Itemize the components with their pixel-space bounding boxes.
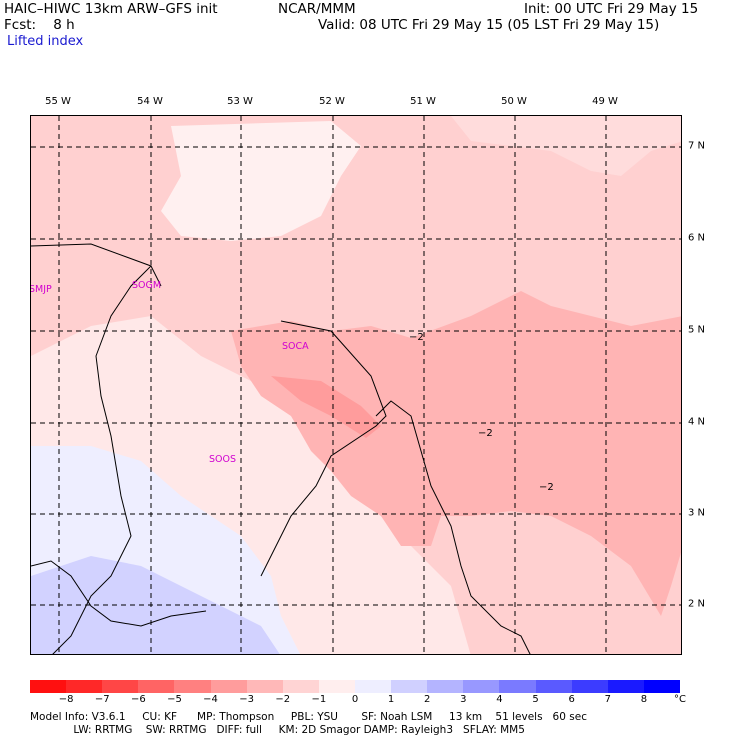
contour-label: −2 bbox=[478, 428, 493, 439]
colorbar-swatch bbox=[30, 680, 67, 693]
org-label: NCAR/MMM bbox=[278, 1, 356, 17]
colorbar-swatch bbox=[391, 680, 428, 693]
model-info-line2: LW: RRTMG SW: RRTMG DIFF: full KM: 2D Sm… bbox=[30, 724, 525, 736]
colorbar-tick-label: 0 bbox=[351, 694, 359, 705]
colorbar-tick-label: −6 bbox=[130, 694, 146, 705]
colorbar-swatch bbox=[535, 680, 573, 693]
colorbar-unit: °C bbox=[674, 694, 686, 705]
station-label: SOOS bbox=[209, 454, 237, 465]
lon-label: 53 W bbox=[227, 96, 253, 107]
station-label: SOCA bbox=[282, 341, 309, 352]
lon-label: 52 W bbox=[319, 96, 345, 107]
colorbar-tick-label: 3 bbox=[460, 694, 467, 705]
colorbar-tick-label: 4 bbox=[496, 694, 503, 705]
station-label: SOGM bbox=[132, 280, 162, 291]
field-light-ne bbox=[451, 116, 681, 176]
lon-label: 50 W bbox=[501, 96, 527, 107]
colorbar-swatch bbox=[210, 680, 248, 693]
lifted-index-map: −2 −2 −2 SMJP SOGM SOCA SOOS bbox=[30, 115, 682, 655]
field-negative-li bbox=[231, 291, 681, 616]
colorbar-tick-label: −1 bbox=[311, 694, 327, 705]
colorbar bbox=[30, 680, 681, 693]
colorbar-tick-label: 5 bbox=[532, 694, 539, 705]
colorbar-swatch bbox=[427, 680, 464, 693]
graticule bbox=[31, 116, 681, 654]
lat-label: 7 N bbox=[688, 140, 706, 152]
colorbar-tick-label: 1 bbox=[387, 694, 395, 705]
colorbar-swatch bbox=[355, 680, 392, 693]
colorbar-swatch bbox=[607, 680, 645, 693]
colorbar-swatch bbox=[463, 680, 500, 693]
lat-label: 6 N bbox=[688, 232, 706, 244]
colorbar-tick-label: −2 bbox=[275, 694, 291, 705]
lat-label: 3 N bbox=[688, 507, 706, 519]
lon-label: 51 W bbox=[410, 96, 436, 107]
lat-label: 2 N bbox=[688, 598, 706, 610]
border-line bbox=[375, 400, 531, 654]
border-line bbox=[260, 320, 387, 577]
colorbar-tick-label: −3 bbox=[239, 694, 255, 705]
colorbar-tick-label: 8 bbox=[640, 694, 648, 705]
colorbar-swatch bbox=[643, 680, 681, 693]
colorbar-tick-label: −8 bbox=[58, 694, 74, 705]
lat-label: 4 N bbox=[688, 416, 706, 428]
colorbar-tick-label: −4 bbox=[203, 694, 218, 705]
colorbar-tick-label: 7 bbox=[604, 694, 611, 705]
colorbar-tick-label: 2 bbox=[424, 694, 431, 705]
colorbar-swatch bbox=[282, 680, 320, 693]
lon-label: 49 W bbox=[592, 96, 618, 107]
lat-label: 5 N bbox=[688, 324, 706, 336]
contour-label: −2 bbox=[539, 482, 554, 493]
colorbar-swatch bbox=[318, 680, 356, 693]
lon-label: 54 W bbox=[137, 96, 163, 107]
border-line bbox=[31, 243, 152, 654]
colorbar-swatch bbox=[138, 680, 175, 693]
valid-time: Valid: 08 UTC Fri 29 May 15 (05 LST Fri … bbox=[318, 17, 660, 33]
border-line bbox=[31, 560, 207, 627]
colorbar-swatch bbox=[571, 680, 609, 693]
border-line bbox=[150, 265, 162, 287]
field-name: Lifted index bbox=[7, 34, 84, 49]
model-title: HAIC–HIWC 13km ARW–GFS init bbox=[4, 1, 218, 17]
field-negative-core bbox=[271, 376, 381, 438]
colorbar-tick-label: −7 bbox=[94, 694, 110, 705]
colorbar-swatch bbox=[174, 680, 212, 693]
model-info-line1: Model Info: V3.6.1 CU: KF MP: Thompson P… bbox=[30, 711, 587, 723]
contour-label: −2 bbox=[409, 332, 424, 343]
lon-label: 55 W bbox=[45, 96, 71, 107]
map-canvas bbox=[31, 116, 681, 654]
init-time: Init: 00 UTC Fri 29 May 15 bbox=[524, 1, 699, 17]
field-light-north bbox=[161, 121, 361, 241]
colorbar-swatch bbox=[499, 680, 537, 693]
colorbar-swatch bbox=[66, 680, 103, 693]
forecast-hour: Fcst: 8 h bbox=[4, 17, 75, 33]
colorbar-swatch bbox=[246, 680, 284, 693]
colorbar-tick-label: −5 bbox=[167, 694, 182, 705]
colorbar-swatch bbox=[102, 680, 139, 693]
station-label: SMJP bbox=[30, 284, 52, 295]
field-positive-li-strong bbox=[31, 556, 280, 654]
colorbar-tick-label: 6 bbox=[568, 694, 575, 705]
